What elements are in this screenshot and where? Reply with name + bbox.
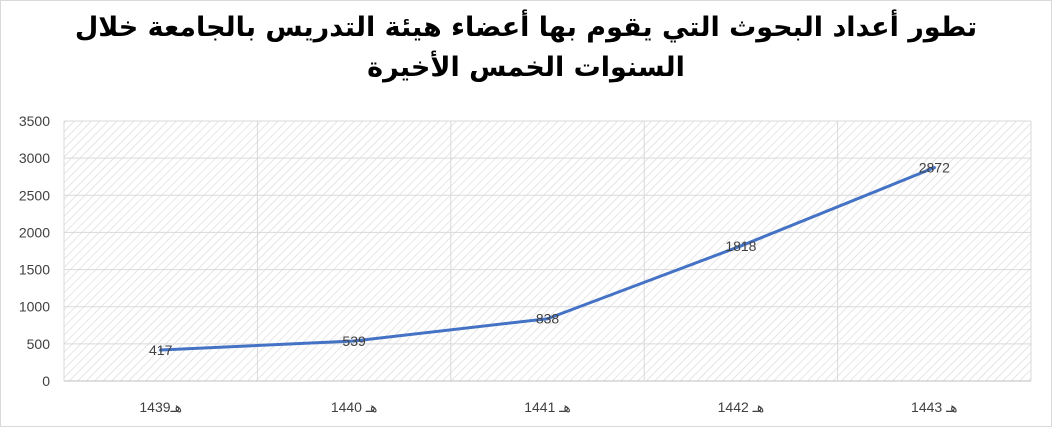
y-tick-label: 1000 bbox=[19, 299, 50, 315]
data-point bbox=[739, 244, 743, 248]
data-label: 2872 bbox=[919, 160, 950, 176]
x-tick-label: 1443 هـ bbox=[911, 399, 958, 415]
data-label: 1818 bbox=[725, 238, 756, 254]
data-point bbox=[546, 317, 549, 321]
gridlines bbox=[63, 120, 1032, 382]
data-point bbox=[159, 348, 163, 352]
y-tick-label: 3000 bbox=[19, 150, 50, 166]
data-label: 838 bbox=[536, 311, 560, 327]
data-label: 417 bbox=[149, 342, 173, 358]
x-tick-label: 1440 هـ bbox=[331, 399, 378, 415]
x-tick-label: 1441 هـ bbox=[524, 399, 571, 415]
y-tick-label: 3500 bbox=[19, 113, 50, 129]
chart-title-line-2: السنوات الخمس الأخيرة bbox=[367, 52, 685, 83]
y-tick-label: 1500 bbox=[19, 262, 50, 278]
y-tick-label: 0 bbox=[42, 373, 50, 389]
data-point bbox=[352, 339, 356, 343]
chart-title-line-1: تطور أعداد البحوث التي يقوم بها أعضاء هي… bbox=[74, 12, 978, 43]
data-labels: 417 539 838 1818 2872 bbox=[149, 160, 950, 358]
y-tick-label: 500 bbox=[27, 336, 51, 352]
y-tick-label: 2000 bbox=[19, 224, 50, 240]
plot-area bbox=[64, 121, 1031, 381]
series-layer bbox=[159, 166, 936, 352]
chart-title: تطور أعداد البحوث التي يقوم بها أعضاء هي… bbox=[0, 8, 1052, 88]
x-tick-label: 1439هـ bbox=[139, 399, 182, 415]
data-label: 539 bbox=[342, 333, 366, 349]
y-tick-label: 2500 bbox=[19, 187, 50, 203]
x-axis-tick-labels: 1439هـ 1440 هـ 1441 هـ 1442 هـ 1443 هـ bbox=[139, 399, 957, 415]
data-point bbox=[932, 166, 936, 170]
y-axis-tick-labels: 0 500 1000 1500 2000 2500 3000 3500 bbox=[19, 113, 50, 389]
x-tick-label: 1442 هـ bbox=[718, 399, 765, 415]
